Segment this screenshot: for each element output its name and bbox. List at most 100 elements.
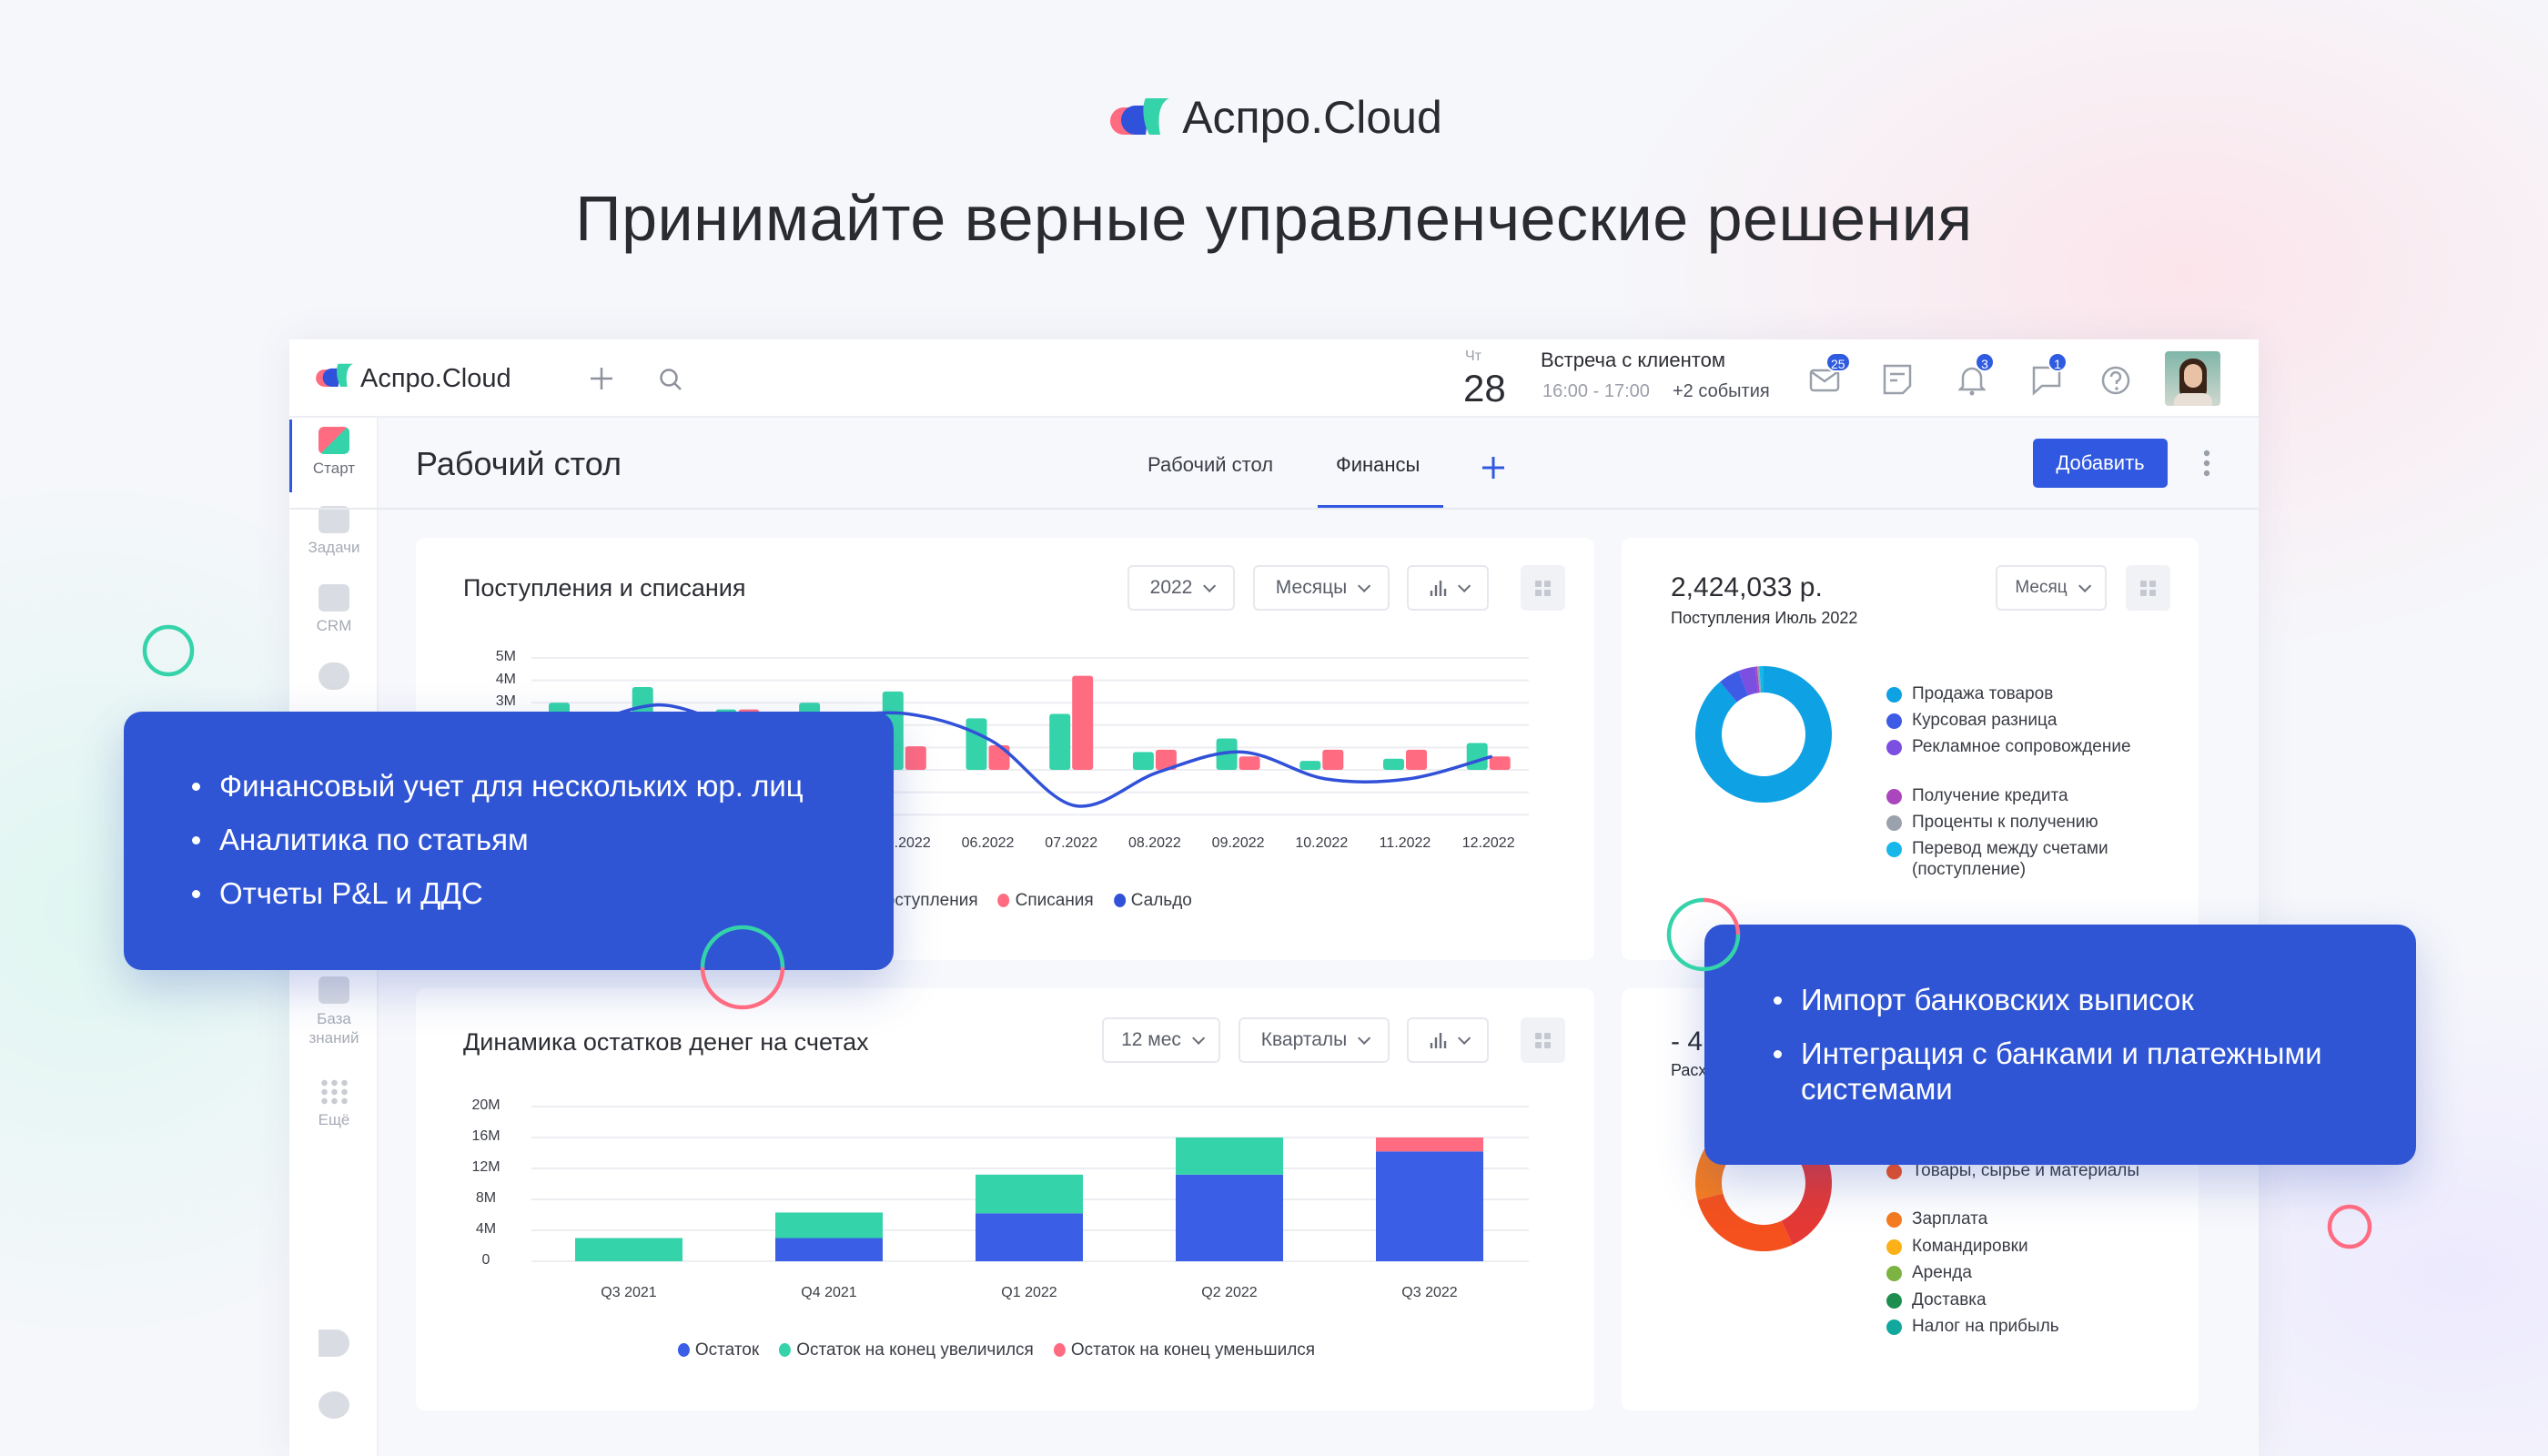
settings-button[interactable] — [289, 1391, 379, 1424]
donut-legend-item[interactable]: Продажа товаров — [1886, 683, 2161, 704]
y-tick-label: 0 — [481, 1252, 490, 1268]
promo-bullet: Интеграция с банками и платежными систем… — [1774, 1036, 2383, 1107]
legend-label: Налог на прибыль — [1912, 1317, 2059, 1336]
promo-bullet: Импорт банковских выписок — [1774, 982, 2383, 1017]
tabs-divider — [289, 508, 2259, 510]
heart-icon — [318, 427, 349, 454]
headline: Принимайте верные управленческие решения — [575, 183, 1973, 254]
chart-type-dropdown[interactable] — [1407, 565, 1489, 611]
sidebar-item-more[interactable]: Ещё — [289, 1078, 379, 1129]
period-dropdown[interactable]: Кварталы — [1239, 1017, 1390, 1063]
chart-legend: Поступления Списания Сальдо — [855, 891, 1192, 911]
stacked-bar-segment — [1376, 1138, 1483, 1152]
donut-legend-item[interactable]: Перевод между счетами (поступление) — [1886, 838, 2161, 880]
income-bar — [1466, 743, 1488, 770]
donut-legend-item[interactable]: Рекламное сопровождение — [1886, 736, 2161, 757]
grid-icon — [318, 1078, 349, 1106]
legend-label: Продажа товаров — [1912, 684, 2054, 703]
add-button[interactable]: Добавить — [2033, 439, 2168, 488]
plus-icon[interactable] — [590, 367, 613, 390]
check-icon — [318, 506, 349, 533]
donut-legend-item[interactable]: Командировки — [1886, 1236, 2161, 1257]
donut-legend-item[interactable]: Товары, сырье и материалы — [1886, 1160, 2161, 1181]
donut-legend-item[interactable]: Налог на прибыль — [1886, 1316, 2161, 1337]
notifications-badge: 3 — [1975, 352, 1995, 372]
donut-slice — [1759, 666, 1764, 693]
legend-label: Проценты к получению — [1912, 813, 2098, 832]
x-tick-label: 09.2022 — [1211, 835, 1265, 851]
month-dropdown[interactable]: Месяц — [1996, 565, 2107, 611]
x-tick-label: 11.2022 — [1379, 835, 1431, 851]
donut-legend-item[interactable]: Проценты к получению — [1886, 812, 2161, 833]
hero-logo: Аспро.Cloud — [0, 91, 2548, 144]
avatar[interactable] — [2165, 351, 2220, 406]
donut-slice — [1720, 671, 1749, 703]
chart-type-dropdown[interactable] — [1407, 1017, 1489, 1063]
tab-finance[interactable]: Финансы — [1336, 453, 1421, 476]
aspro-logo-icon — [316, 363, 353, 387]
legend-item-expense[interactable]: Списания — [997, 891, 1094, 911]
range-dropdown[interactable]: 12 мес — [1102, 1017, 1220, 1063]
search-icon[interactable] — [658, 367, 683, 392]
legend-item-balance[interactable]: Остаток — [677, 1340, 759, 1360]
event-title[interactable]: Встреча с клиентом — [1541, 349, 1725, 371]
decor-ring-pink — [2327, 1204, 2372, 1249]
help-icon[interactable] — [2100, 365, 2131, 396]
calendar-day-name: Чт — [1465, 349, 1481, 364]
donut-slice — [1756, 666, 1762, 693]
income-bar — [1132, 752, 1154, 770]
expense-bar — [905, 746, 926, 770]
donut-legend-item[interactable]: Зарплата — [1886, 1208, 2161, 1229]
x-tick-label: 07.2022 — [1045, 835, 1098, 851]
x-tick-label: 08.2022 — [1127, 835, 1181, 851]
sidebar-item-tasks[interactable]: Задачи — [289, 506, 379, 557]
sidebar-item-crm[interactable]: CRM — [289, 584, 379, 635]
bell-icon[interactable] — [1958, 363, 1986, 396]
donut-legend-item[interactable]: Аренда — [1886, 1262, 2161, 1283]
drag-handle[interactable] — [1521, 1017, 1565, 1063]
active-tab-underline — [1318, 505, 1443, 509]
legend-label: Аренда — [1912, 1263, 1972, 1282]
legend-dot — [1886, 1239, 1902, 1255]
legend-item-saldo[interactable]: Сальдо — [1113, 891, 1192, 911]
mail-icon[interactable] — [1809, 365, 1842, 394]
promo-bullet: Аналитика по статьям — [192, 822, 804, 857]
x-tick-label: Q3 2021 — [601, 1285, 657, 1300]
income-bar — [966, 718, 987, 770]
marketplace-button[interactable] — [289, 1330, 379, 1362]
bar-chart-icon — [1430, 581, 1447, 596]
legend-label: Товары, сырье и материалы — [1912, 1161, 2140, 1180]
period-dropdown[interactable]: Месяцы — [1253, 565, 1390, 611]
top-header: Аспро.Cloud Чт 28 Встреча с клиентом 16:… — [289, 339, 2259, 418]
income-subtitle: Поступления Июль 2022 — [1671, 609, 1858, 627]
legend-dot — [1886, 713, 1902, 729]
stacked-bar-segment — [1376, 1151, 1483, 1261]
x-tick-label: 06.2022 — [961, 835, 1015, 851]
donut-legend-item[interactable]: Доставка — [1886, 1289, 2161, 1310]
stacked-bar-segment — [775, 1238, 883, 1261]
sidebar-item-knowledge[interactable]: База знаний — [289, 976, 379, 1047]
more-vertical-icon[interactable] — [2200, 449, 2213, 480]
legend-dot — [1886, 842, 1902, 857]
y-tick-label: 8M — [475, 1190, 497, 1206]
y-tick-label: 5M — [495, 649, 516, 664]
legend-dot — [1886, 789, 1902, 804]
year-dropdown[interactable]: 2022 — [1127, 565, 1235, 611]
legend-item-decreased[interactable]: Остаток на конец уменьшился — [1053, 1340, 1315, 1360]
sidebar-item-chats[interactable] — [289, 662, 379, 695]
stacked-bar-segment — [976, 1174, 1083, 1214]
donut-legend-item[interactable]: Получение кредита — [1886, 785, 2161, 806]
add-tab-icon[interactable] — [1481, 456, 1505, 480]
expense-bar — [1406, 749, 1427, 770]
sidebar-item-start[interactable]: Старт — [289, 427, 379, 478]
event-more-link[interactable]: +2 события — [1673, 381, 1770, 401]
tab-desktop[interactable]: Рабочий стол — [1148, 453, 1274, 476]
legend-dot — [1886, 815, 1902, 831]
drag-handle[interactable] — [1521, 565, 1565, 611]
drag-handle[interactable] — [2126, 565, 2170, 611]
calendar-day[interactable]: 28 — [1463, 367, 1506, 410]
donut-legend-item[interactable]: Курсовая разница — [1886, 710, 2161, 731]
decor-ring-green — [142, 624, 195, 677]
legend-item-increased[interactable]: Остаток на конец увеличился — [779, 1340, 1034, 1360]
notes-icon[interactable] — [1882, 363, 1913, 396]
